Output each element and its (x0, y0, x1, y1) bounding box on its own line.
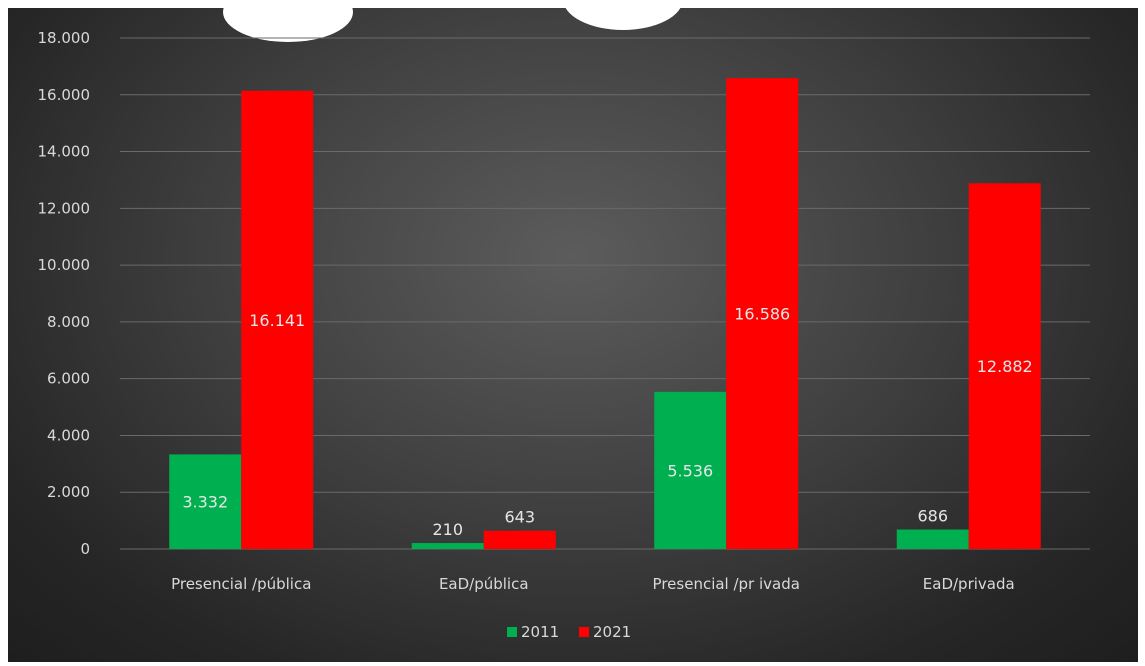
data-label-2021: 16.141 (249, 311, 305, 330)
category-label: Presencial /pública (171, 575, 311, 593)
data-label-2011: 686 (917, 507, 948, 526)
bar-2011 (169, 454, 242, 549)
data-label-2011: 5.536 (667, 461, 713, 480)
bar-2021 (968, 183, 1041, 550)
legend-label-2021: 2021 (593, 623, 631, 641)
y-axis-ticks: 0 2.000 4.000 6.000 8.000 10.000 12.000 14.000 1… (38, 29, 91, 558)
category-label: Presencial /pr ivada (653, 575, 800, 593)
data-label-2021: 12.882 (977, 357, 1033, 376)
bar-2011 (896, 529, 969, 549)
y-tick-label: 4.000 (47, 426, 90, 444)
data-label-2021: 16.586 (734, 305, 790, 324)
legend-swatch-2021 (579, 627, 589, 637)
category-label: EaD/pública (439, 575, 529, 593)
legend: 2011 2021 (507, 623, 631, 641)
category-label: EaD/privada (923, 575, 1015, 593)
y-tick-label: 2.000 (47, 483, 90, 501)
y-tick-label: 0 (80, 540, 90, 558)
legend-label-2011: 2011 (521, 623, 559, 641)
y-tick-label: 16.000 (38, 86, 91, 104)
data-label-2011: 3.332 (182, 493, 228, 512)
bar-2021 (726, 78, 799, 549)
y-tick-label: 6.000 (47, 370, 90, 388)
data-labels: 3.332 16.141 210 643 5.536 16.586 686 12.882 (182, 305, 1032, 539)
bar-2021 (483, 530, 556, 549)
legend-swatch-2011 (507, 627, 517, 637)
y-tick-label: 10.000 (38, 256, 91, 274)
y-tick-label: 12.000 (38, 199, 91, 217)
x-axis-categories: Presencial /pública EaD/pública Presencial… (171, 575, 1015, 593)
y-tick-label: 8.000 (47, 313, 90, 331)
bar-2021 (241, 90, 314, 549)
bars (169, 78, 1041, 550)
y-tick-label: 18.000 (38, 29, 91, 47)
data-label-2011: 210 (432, 520, 463, 539)
chart-panel: 0 2.000 4.000 6.000 8.000 10.000 12.000 14.000 1… (8, 0, 1138, 662)
bar-2011 (411, 543, 484, 549)
y-tick-label: 14.000 (38, 143, 91, 161)
bar-chart: 0 2.000 4.000 6.000 8.000 10.000 12.000 14.000 1… (38, 29, 1090, 641)
bar-2011 (654, 391, 727, 549)
data-label-2021: 643 (504, 508, 535, 527)
